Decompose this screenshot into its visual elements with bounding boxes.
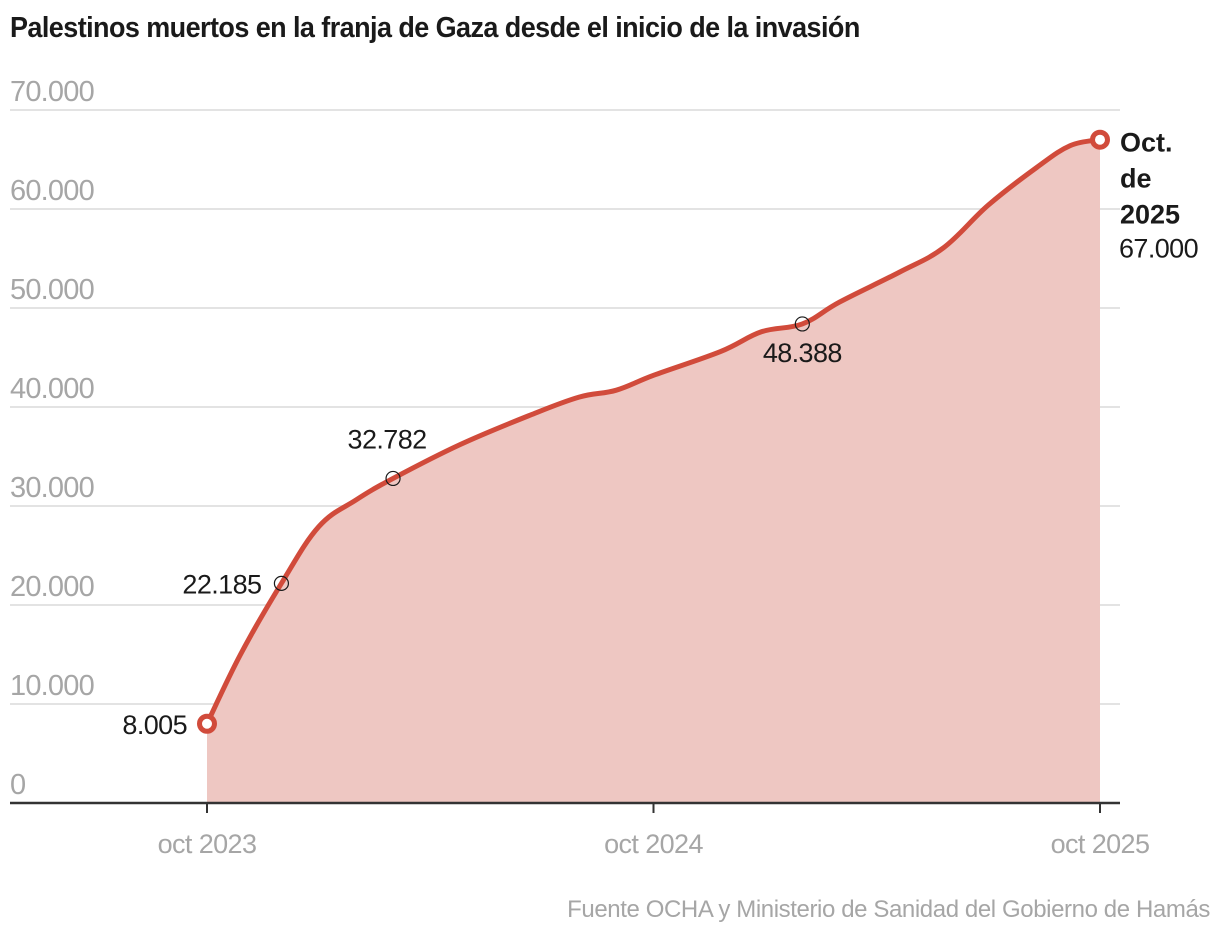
y-tick-label: 70.000 <box>10 76 94 108</box>
endpoint-marker <box>197 713 217 734</box>
endpoint-marker <box>1090 129 1110 150</box>
end-label-title: Oct. <box>1120 128 1173 158</box>
end-label-title: de <box>1120 164 1152 194</box>
y-tick-label: 40.000 <box>10 373 94 405</box>
end-label-value: 67.000 <box>1119 234 1198 264</box>
data-label: 48.388 <box>763 338 842 368</box>
y-tick-label: 0 <box>10 769 25 801</box>
series-line <box>204 137 1103 727</box>
x-axis-ticks: oct 2023 oct 2024 oct 2025 <box>158 803 1150 859</box>
y-tick-label: 30.000 <box>10 472 94 504</box>
y-tick-label: 50.000 <box>10 274 94 306</box>
y-tick-label: 10.000 <box>10 670 94 702</box>
x-tick-label: oct 2024 <box>604 829 703 859</box>
data-point-marker <box>385 470 401 487</box>
y-tick-label: 20.000 <box>10 571 94 603</box>
data-label: 32.782 <box>348 424 427 454</box>
source-note: Fuente OCHA y Ministerio de Sanidad del … <box>567 896 1210 923</box>
x-tick-label: oct 2025 <box>1051 829 1150 859</box>
data-label: 22.185 <box>182 569 261 599</box>
data-point-marker <box>794 316 810 332</box>
area-fill <box>207 139 1100 803</box>
x-tick-label: oct 2023 <box>158 829 257 859</box>
data-label: 8.005 <box>122 710 187 740</box>
chart-title: Palestinos muertos en la franja de Gaza … <box>10 12 860 44</box>
data-point-marker <box>273 575 290 591</box>
y-tick-label: 60.000 <box>10 175 94 207</box>
annotations: 8.005 22.185 32.782 48.388 Oct. de 2025 67.000 <box>122 128 1198 740</box>
end-label-title: 2025 <box>1120 200 1180 230</box>
y-axis-labels: 0 10.000 20.000 30.000 40.000 50.000 60.000 70.… <box>10 76 95 801</box>
